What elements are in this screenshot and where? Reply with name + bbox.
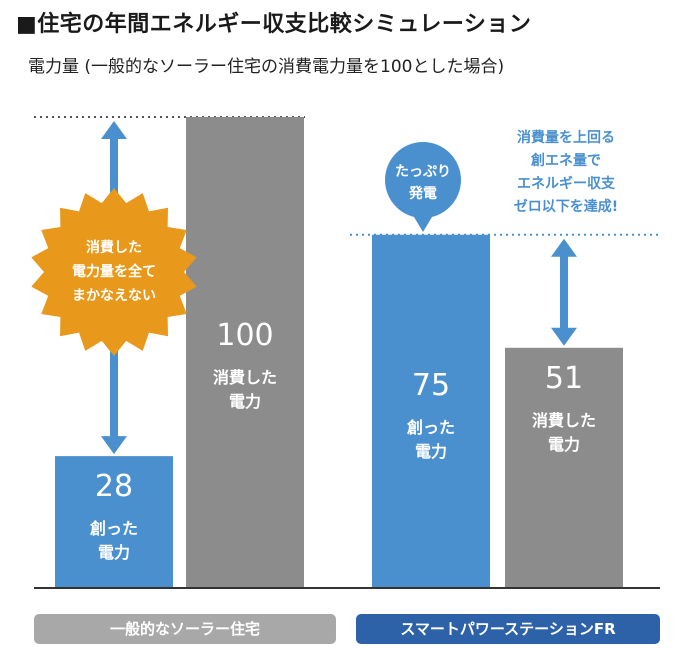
bar-0-0 bbox=[55, 456, 173, 588]
bar-1-1 bbox=[505, 347, 623, 588]
bar-value-label: 51 bbox=[545, 361, 583, 396]
badge-text: 消費した bbox=[86, 239, 142, 256]
group-label-general-solar-house: 一般的なソーラー住宅 bbox=[34, 614, 336, 644]
badge-text: まかなえない bbox=[72, 288, 156, 304]
arrow-head-down-right bbox=[551, 327, 577, 346]
badge-text: たっぷり bbox=[395, 164, 451, 180]
bar-category-label: 電力 bbox=[548, 435, 580, 454]
badge-text: 電力量を全て bbox=[72, 263, 156, 280]
bar-value-label: 28 bbox=[95, 469, 133, 504]
annotation-text: 消費量を上回る bbox=[517, 129, 615, 146]
badge-starburst bbox=[31, 188, 197, 356]
bar-category-label: 創った bbox=[406, 418, 455, 437]
bar-category-label: 消費した bbox=[532, 411, 596, 430]
annotation-text: エネルギー収支 bbox=[517, 175, 616, 192]
bar-0-1 bbox=[186, 117, 304, 588]
bar-category-label: 創った bbox=[89, 519, 138, 538]
badge-circle bbox=[385, 142, 461, 218]
page-title: ■住宅の年間エネルギー収支比較シミュレーション bbox=[16, 12, 532, 37]
bar-1-0 bbox=[372, 234, 490, 588]
arrow-head-up bbox=[101, 121, 127, 139]
bar-category-label: 電力 bbox=[98, 543, 130, 562]
bar-category-label: 電力 bbox=[415, 442, 447, 461]
annotation-text: ゼロ以下を達成! bbox=[514, 198, 618, 215]
annotation-text: 創エネ量で bbox=[530, 152, 601, 169]
group-label-smart-power-station: スマートパワーステーションFR bbox=[356, 614, 660, 644]
bar-value-label: 75 bbox=[412, 368, 450, 403]
arrow-head-up-right bbox=[551, 238, 577, 257]
bar-category-label: 消費した bbox=[213, 368, 277, 387]
chart-subtitle: 電力量 (一般的なソーラー住宅の消費電力量を100とした場合) bbox=[28, 57, 505, 77]
bar-value-label: 100 bbox=[216, 318, 273, 353]
arrow-head-down bbox=[101, 436, 127, 455]
bar-category-label: 電力 bbox=[229, 392, 261, 411]
badge-text: 発電 bbox=[408, 185, 437, 202]
